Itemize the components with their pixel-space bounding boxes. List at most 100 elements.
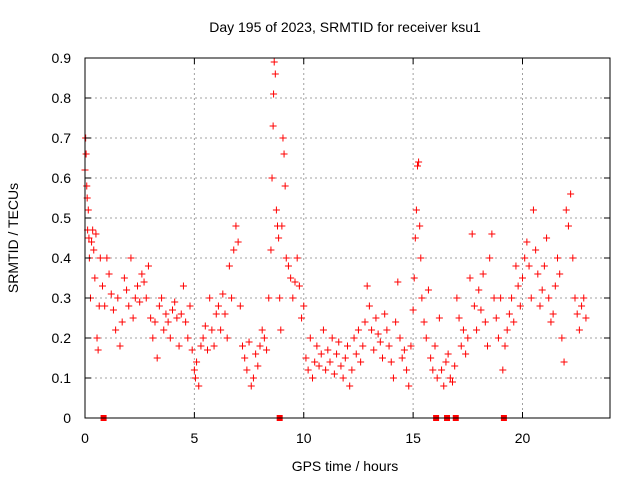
data-point — [114, 294, 122, 302]
data-point — [435, 314, 443, 322]
tick-labels: 0 5 10 15 20 0 0.1 0.2 0.3 0.4 0.5 0.6 0.7 0.8 0.9 — [52, 50, 531, 446]
y-tick-label: 0.8 — [52, 90, 72, 106]
data-point — [134, 282, 141, 290]
data-point — [417, 254, 425, 262]
data-point — [256, 342, 264, 350]
data-point — [381, 310, 389, 318]
data-point — [512, 262, 520, 270]
data-point — [505, 310, 513, 318]
data-point — [197, 342, 205, 350]
data-point — [376, 338, 384, 346]
data-point — [272, 206, 280, 214]
data-point — [239, 342, 246, 350]
data-point — [567, 190, 575, 198]
data-point — [486, 254, 494, 262]
data-point — [96, 254, 104, 262]
data-point — [219, 290, 227, 298]
data-point — [442, 358, 450, 366]
data-point — [271, 70, 279, 78]
data-point — [147, 314, 155, 322]
data-point — [217, 326, 225, 334]
data-point — [492, 314, 500, 322]
data-point — [269, 122, 277, 130]
data-point — [281, 182, 289, 190]
data-point — [532, 246, 540, 254]
data-point — [484, 342, 491, 350]
data-point — [82, 150, 90, 158]
y-tick-label: 0.3 — [52, 290, 72, 306]
data-point — [173, 314, 181, 322]
data-point — [551, 282, 559, 290]
data-point — [199, 334, 207, 342]
data-point — [99, 282, 106, 290]
data-point — [279, 134, 287, 142]
data-point — [179, 282, 187, 290]
data-point — [479, 270, 487, 278]
data-point — [562, 206, 570, 214]
data-point — [268, 174, 276, 182]
data-point — [190, 366, 198, 374]
data-point — [357, 358, 365, 366]
x-tick-label: 0 — [81, 430, 89, 446]
data-point — [521, 254, 529, 262]
data-point — [252, 350, 260, 358]
data-point — [387, 358, 395, 366]
data-point — [582, 314, 590, 322]
data-point — [516, 302, 524, 310]
data-point — [317, 350, 325, 358]
data-point — [344, 342, 351, 350]
data-point — [164, 318, 172, 326]
data-point — [201, 322, 209, 330]
data-point — [547, 318, 555, 326]
data-point — [270, 90, 278, 98]
data-point — [359, 342, 367, 350]
data-point — [427, 354, 435, 362]
data-point — [449, 378, 456, 386]
data-point — [545, 294, 553, 302]
data-point — [101, 302, 109, 310]
data-point — [385, 342, 393, 350]
data-point — [136, 298, 144, 306]
data-point — [263, 346, 271, 354]
data-point — [457, 342, 465, 350]
y-tick-label: 0.7 — [52, 130, 72, 146]
data-point — [361, 318, 369, 326]
data-point — [144, 262, 152, 270]
data-point — [543, 234, 551, 242]
data-point — [529, 206, 537, 214]
data-point — [319, 326, 327, 334]
data-point — [140, 278, 148, 286]
y-tick-label: 0.4 — [52, 250, 72, 266]
data-point — [422, 334, 430, 342]
data-point — [83, 182, 91, 190]
data-point — [223, 334, 231, 342]
y-tick-label: 0.9 — [52, 50, 72, 66]
data-point — [514, 282, 522, 290]
x-axis-title: GPS time / hours — [292, 458, 399, 474]
data-point — [234, 238, 242, 246]
data-point — [564, 222, 572, 230]
data-point — [206, 294, 214, 302]
data-point — [228, 294, 236, 302]
data-point — [125, 302, 133, 310]
data-point — [277, 326, 285, 334]
data-point — [414, 162, 421, 170]
data-point — [328, 334, 336, 342]
data-point — [247, 382, 255, 390]
axis-ticks — [84, 57, 610, 419]
data-point — [383, 326, 391, 334]
data-point — [578, 302, 586, 310]
data-point — [468, 230, 476, 238]
data-point — [571, 294, 579, 302]
data-point — [289, 294, 297, 302]
data-point — [142, 294, 150, 302]
data-point — [123, 286, 131, 294]
data-point — [120, 274, 128, 282]
x-tick-label: 15 — [405, 430, 421, 446]
data-point — [103, 254, 111, 262]
data-point — [210, 342, 218, 350]
data-point — [440, 382, 448, 390]
data-point — [508, 294, 516, 302]
data-point — [304, 366, 312, 374]
data-point — [322, 366, 330, 374]
